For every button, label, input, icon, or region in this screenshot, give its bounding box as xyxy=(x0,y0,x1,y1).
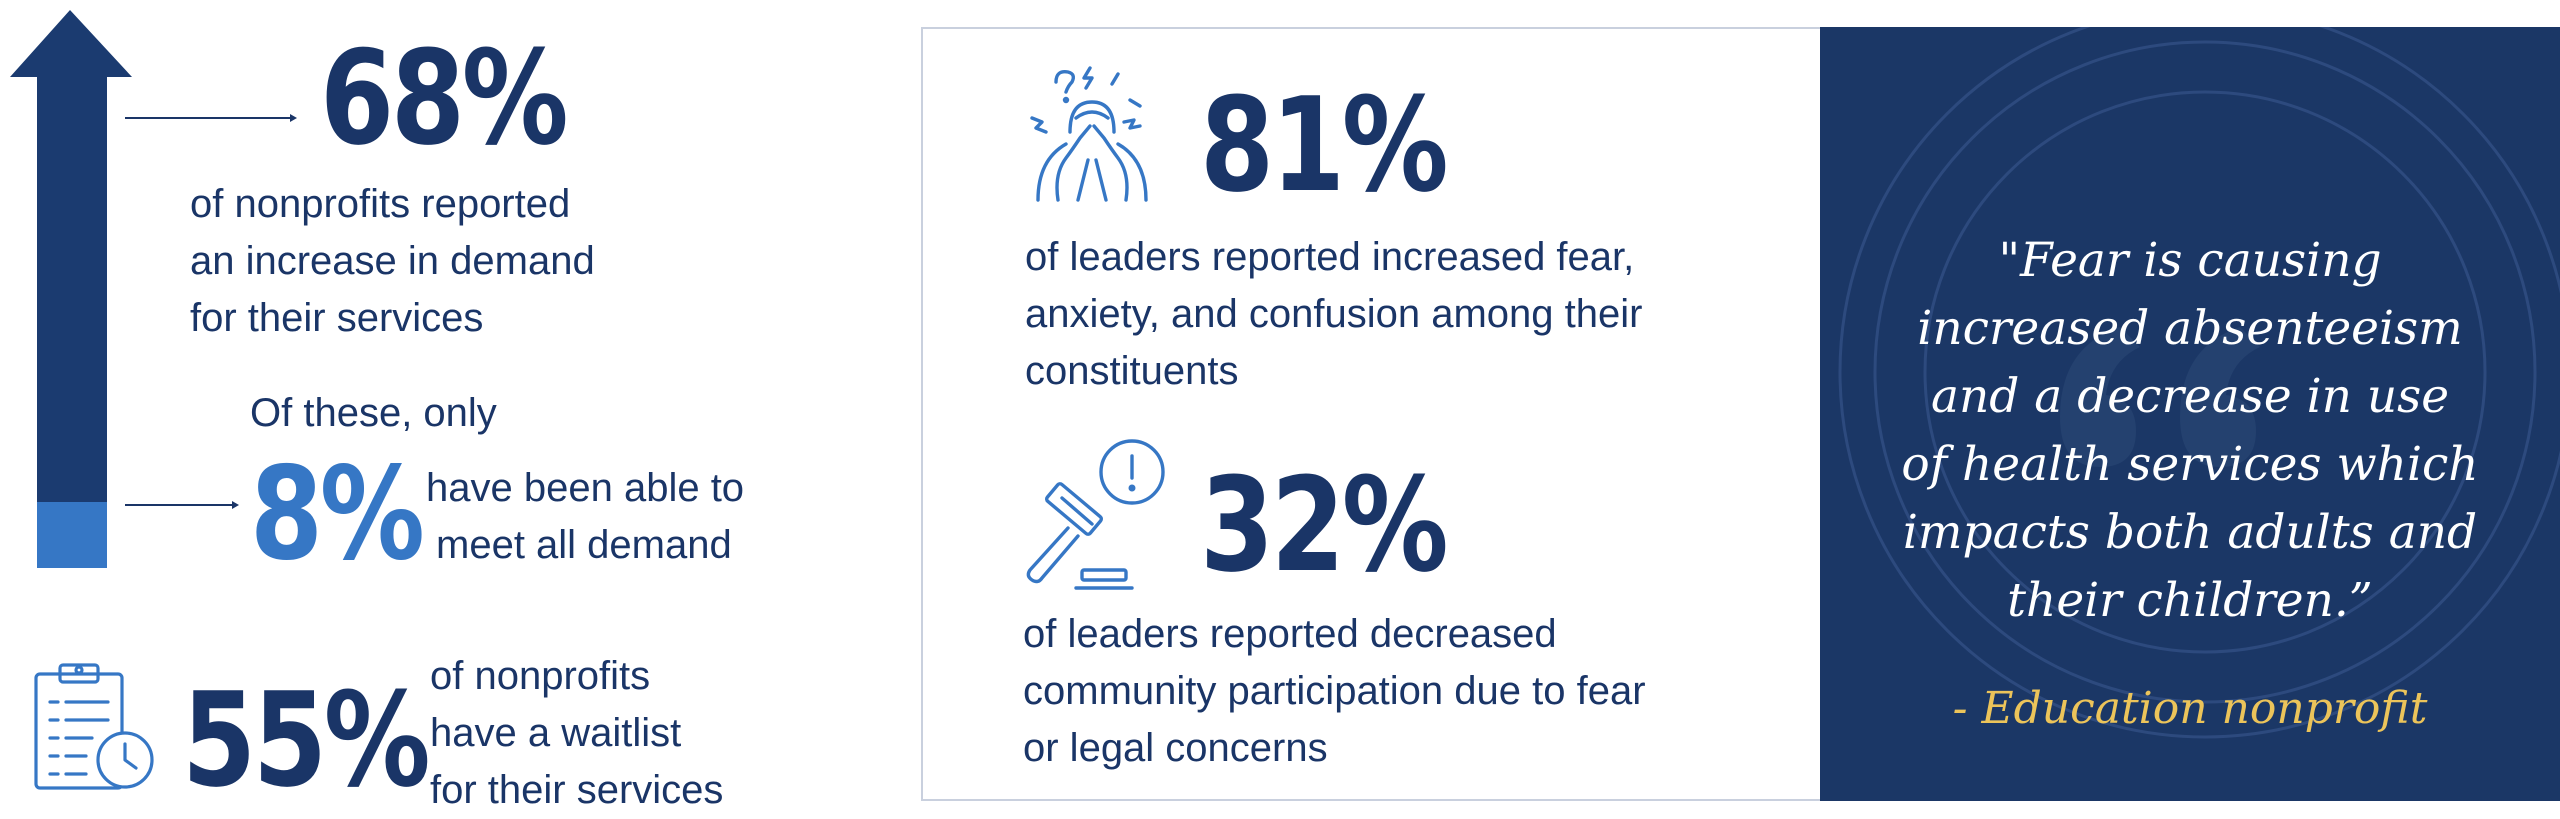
met-demand-lead: Of these, only xyxy=(250,391,497,435)
participation-description: of leaders reported decreased community … xyxy=(1023,612,1646,770)
met-demand-description: have been able to meet all demand xyxy=(426,466,745,567)
increase-demand-percent: 68% xyxy=(320,22,569,174)
quote-panel: "Fear is causing increased absenteeism a… xyxy=(1820,27,2560,801)
fear-description: of leaders reported increased fear, anxi… xyxy=(1025,235,1643,393)
quote-text: "Fear is causing increased absenteeism a… xyxy=(1901,233,2479,628)
gavel-alert-icon xyxy=(1026,439,1165,590)
distressed-person-icon xyxy=(1030,66,1148,202)
fear-percent: 81% xyxy=(1200,69,1449,221)
quote-attribution: - Education nonprofit xyxy=(1952,683,2428,734)
up-arrow-icon xyxy=(10,10,297,568)
waitlist-description: of nonprofits have a waitlist for their … xyxy=(430,654,724,812)
center-stats-panel xyxy=(921,27,1820,801)
clipboard-clock-icon xyxy=(34,663,154,790)
met-demand-percent: 8% xyxy=(250,440,425,589)
quote-mark-decoration-icon xyxy=(1838,27,2560,739)
waitlist-percent: 55% xyxy=(182,664,431,816)
increase-demand-description: of nonprofits reported an increase in de… xyxy=(190,182,595,340)
participation-percent: 32% xyxy=(1200,449,1449,601)
